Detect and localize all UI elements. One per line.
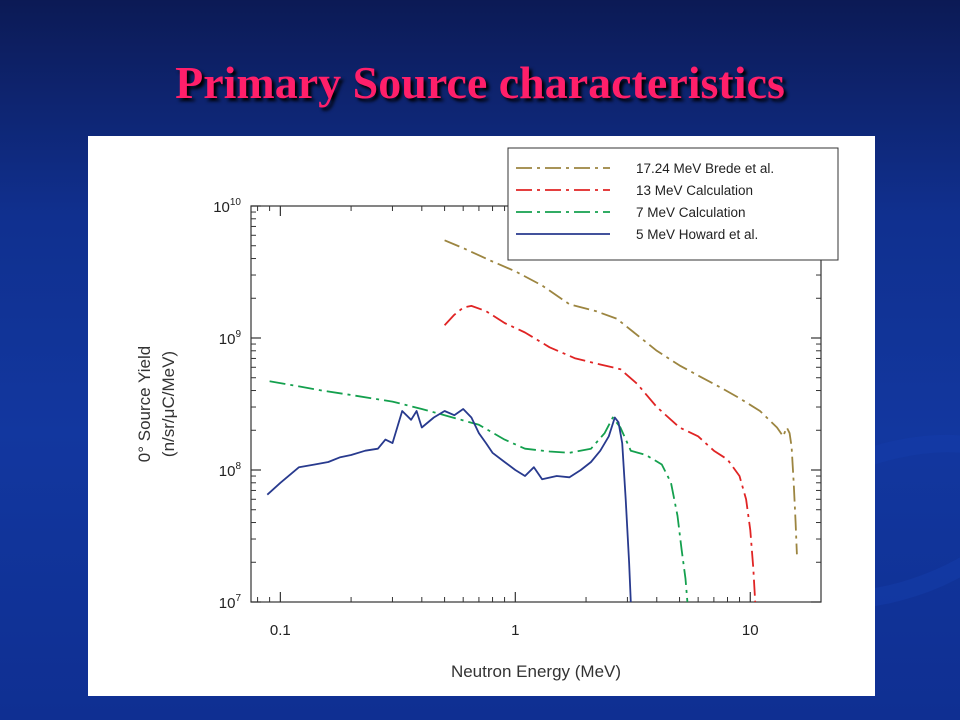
y-tick-label: 1010 bbox=[213, 197, 241, 216]
y-tick-label: 107 bbox=[219, 593, 242, 612]
plot-frame bbox=[250, 205, 822, 603]
legend-box bbox=[507, 147, 839, 261]
x-tick-label: 1 bbox=[511, 622, 519, 639]
legend-label: 7 MeV Calculation bbox=[636, 205, 746, 220]
y-tick-label: 108 bbox=[219, 461, 242, 480]
x-tick-label: 10 bbox=[742, 622, 759, 639]
x-axis-title: Neutron Energy (MeV) bbox=[451, 662, 621, 681]
slide-title: Primary Source characteristics bbox=[175, 57, 785, 108]
x-tick-label: 0.1 bbox=[270, 622, 291, 639]
legend-label: 13 MeV Calculation bbox=[636, 183, 753, 198]
series-line-4 bbox=[266, 408, 632, 602]
legend-label: 5 MeV Howard et al. bbox=[636, 227, 758, 242]
y-axis-title: 0° Source Yield bbox=[135, 346, 154, 462]
y-tick-label: 109 bbox=[219, 329, 242, 348]
chart-panel: 107 108 109 1010 0.1 1 10 Neutron Energy (MeV) 0… bbox=[88, 136, 875, 696]
series-line-2 bbox=[443, 305, 757, 602]
series-line-1 bbox=[444, 239, 798, 555]
series-line-3 bbox=[269, 380, 689, 602]
y-axis-subtitle: (n/sr/μC/MeV) bbox=[159, 351, 178, 457]
chart-figure: 107 108 109 1010 0.1 1 10 Neutron Energy (MeV) 0… bbox=[135, 147, 839, 681]
legend-label: 17.24 MeV Brede et al. bbox=[636, 161, 774, 176]
